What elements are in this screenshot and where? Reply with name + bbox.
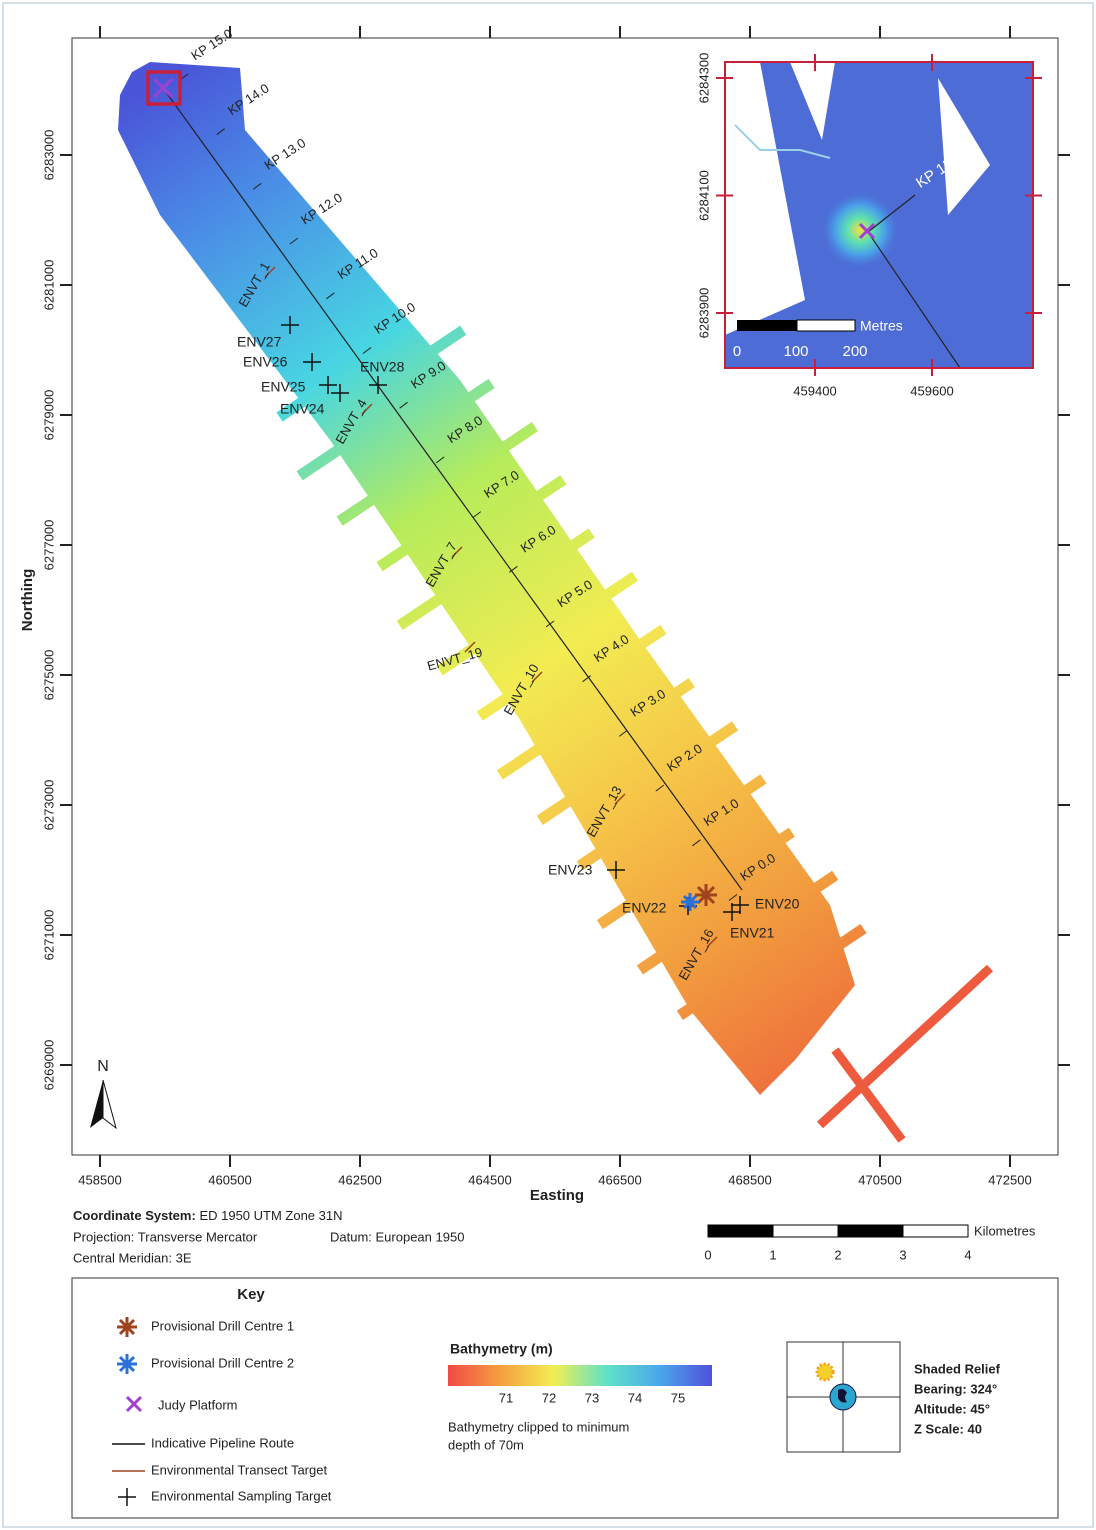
inset-x-label: 459400 — [793, 383, 836, 398]
colour-bar-label: 71 — [499, 1390, 513, 1405]
x-tick-label: 466500 — [598, 1172, 641, 1187]
inset-scale-black — [737, 320, 797, 331]
colour-bar-label: 72 — [542, 1390, 556, 1405]
inset-y-label: 6284300 — [696, 53, 711, 104]
map-page: KP 15.0KP 14.0KP 13.0KP 12.0KP 11.0KP 10… — [0, 0, 1096, 1530]
relief-line: Shaded Relief — [914, 1361, 1001, 1376]
inset-scale-label: 200 — [842, 343, 867, 360]
y-tick-label: 6283000 — [41, 130, 56, 181]
sampling-label: ENV24 — [280, 401, 325, 417]
inset-x-label: 459600 — [910, 383, 953, 398]
coordinate-label: Coordinate System: — [73, 1208, 196, 1223]
scale-label: 0 — [704, 1247, 711, 1262]
sampling-label: ENV25 — [261, 379, 306, 395]
sampling-label: ENV23 — [548, 862, 593, 878]
sun-icon — [817, 1364, 833, 1380]
scale-label: 1 — [769, 1247, 776, 1262]
north-label: N — [97, 1058, 109, 1075]
bathymetry-note-line: Bathymetry clipped to minimum — [448, 1419, 629, 1434]
inset-scale-white — [797, 320, 855, 331]
y-axis-title: Northing — [19, 569, 36, 631]
bathymetry-title: Bathymetry (m) — [450, 1341, 553, 1357]
relief-line: Bearing: 324° — [914, 1381, 997, 1396]
inset-scale-label: 100 — [783, 343, 808, 360]
inset-scale-label: 0 — [733, 343, 741, 360]
legend-label: Environmental Transect Target — [151, 1462, 327, 1477]
scale-unit: Kilometres — [974, 1223, 1036, 1238]
sampling-label: ENV28 — [360, 359, 405, 375]
relief-line: Z Scale: 40 — [914, 1421, 982, 1436]
scale-label: 3 — [899, 1247, 906, 1262]
legend-label: Indicative Pipeline Route — [151, 1435, 294, 1450]
coordinate-system: Coordinate System: ED 1950 UTM Zone 31N — [73, 1208, 343, 1223]
legend-label: Environmental Sampling Target — [151, 1488, 332, 1503]
colour-bar — [448, 1365, 712, 1386]
y-tick-label: 6281000 — [41, 260, 56, 311]
sampling-label: ENV22 — [622, 900, 667, 916]
inset-scale-title: Metres — [860, 318, 903, 334]
colour-bar-label: 75 — [671, 1390, 685, 1405]
datum: Datum: European 1950 — [330, 1229, 464, 1244]
scale-segment — [773, 1225, 838, 1237]
legend-label: Judy Platform — [158, 1397, 237, 1412]
legend-label: Provisional Drill Centre 2 — [151, 1355, 294, 1370]
relief-line: Altitude: 45° — [914, 1401, 990, 1416]
scale-segment — [903, 1225, 968, 1237]
y-tick-label: 6277000 — [41, 520, 56, 571]
y-tick-label: 6271000 — [41, 910, 56, 961]
sampling-label: ENV27 — [237, 334, 282, 350]
sampling-label: ENV20 — [755, 896, 800, 912]
sampling-label: ENV21 — [730, 925, 775, 941]
x-tick-label: 460500 — [208, 1172, 251, 1187]
y-tick-label: 6275000 — [41, 650, 56, 701]
x-tick-label: 472500 — [988, 1172, 1031, 1187]
key-title: Key — [237, 1286, 265, 1303]
x-axis-title: Easting — [530, 1187, 584, 1204]
y-tick-label: 6269000 — [41, 1040, 56, 1091]
x-tick-label: 464500 — [468, 1172, 511, 1187]
inset-y-label: 6284100 — [696, 170, 711, 221]
y-tick-label: 6279000 — [41, 390, 56, 441]
legend-label: Provisional Drill Centre 1 — [151, 1318, 294, 1333]
inset-y-label: 6283900 — [696, 288, 711, 339]
x-tick-label: 468500 — [728, 1172, 771, 1187]
colour-bar-label: 73 — [585, 1390, 599, 1405]
bathymetry-note-line: depth of 70m — [448, 1437, 524, 1452]
projection: Projection: Transverse Mercator — [73, 1229, 258, 1244]
legend-symbol — [117, 1317, 137, 1337]
scale-segment — [708, 1225, 773, 1237]
x-tick-label: 462500 — [338, 1172, 381, 1187]
scale-label: 2 — [834, 1247, 841, 1262]
coordinate-value: ED 1950 UTM Zone 31N — [199, 1208, 342, 1223]
scale-label: 4 — [964, 1247, 971, 1262]
sampling-label: ENV26 — [243, 354, 288, 370]
colour-bar-label: 74 — [628, 1390, 642, 1405]
y-tick-label: 6273000 — [41, 780, 56, 831]
central-meridian: Central Meridian: 3E — [73, 1250, 192, 1265]
x-tick-label: 458500 — [78, 1172, 121, 1187]
x-tick-label: 470500 — [858, 1172, 901, 1187]
legend-symbol — [117, 1354, 137, 1374]
scale-segment — [838, 1225, 903, 1237]
